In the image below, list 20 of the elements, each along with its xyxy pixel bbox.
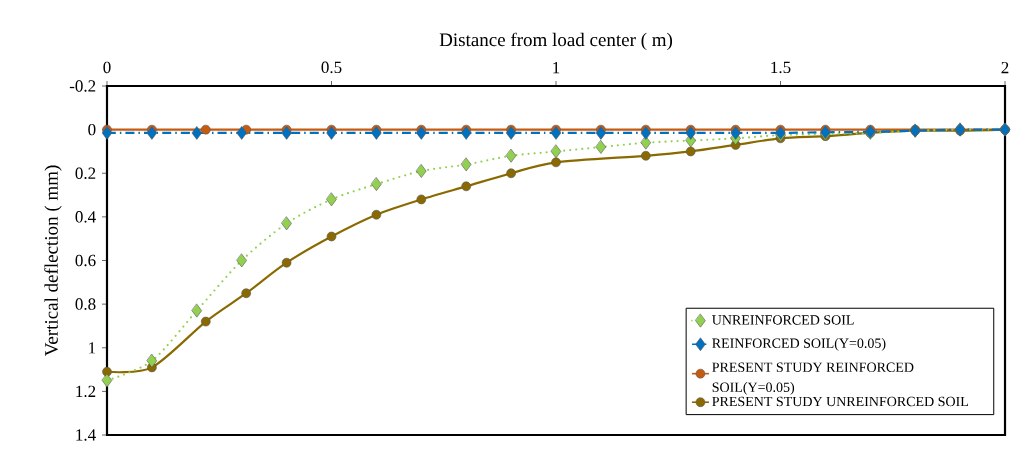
y-tick-label: 1.4 bbox=[76, 429, 96, 441]
legend-label: PRESENT STUDY UNREINFORCED SOIL bbox=[712, 396, 968, 407]
x-tick-label: 0 bbox=[103, 61, 111, 74]
y-tick-label: -0.2 bbox=[69, 80, 96, 92]
x-tick-label: 2 bbox=[1001, 61, 1009, 74]
y-tick-label: 0 bbox=[88, 123, 96, 136]
y-tick-label: 0.2 bbox=[75, 167, 96, 180]
x-tick-label: 1 bbox=[553, 61, 560, 74]
y-tick-label: 0.8 bbox=[75, 298, 96, 310]
x-axis-title: Distance from load center ( m) bbox=[439, 32, 673, 51]
y-tick-label: 0.6 bbox=[75, 254, 96, 267]
legend-label: REINFORCED SOIL(Y=0.05) bbox=[712, 338, 886, 351]
legend-label: UNREINFORCED SOIL bbox=[712, 315, 854, 325]
legend-label: PRESENT STUDY REINFORCED SOIL(Y=0.05) bbox=[712, 362, 914, 395]
y-tick-label: 1.2 bbox=[76, 385, 96, 398]
y-tick-label: 0.4 bbox=[75, 211, 96, 223]
y-tick-label: 1 bbox=[89, 342, 96, 354]
y-axis-title: Vertical deflection ( mm) bbox=[44, 165, 62, 357]
x-tick-label: 0.5 bbox=[321, 61, 342, 74]
x-tick-label: 1.5 bbox=[771, 61, 791, 74]
